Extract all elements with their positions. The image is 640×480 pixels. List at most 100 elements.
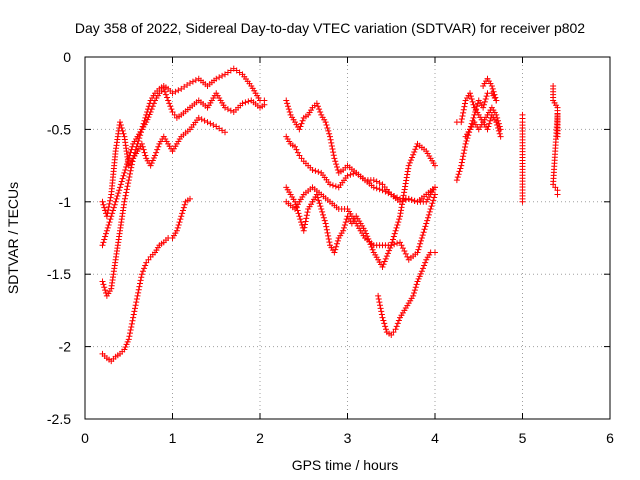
track-5-point bbox=[283, 97, 290, 104]
track-8-point bbox=[388, 242, 395, 249]
track-3-point bbox=[198, 116, 205, 123]
track-2-point bbox=[127, 149, 134, 156]
track-7-point bbox=[365, 235, 372, 242]
track-8-point bbox=[418, 237, 424, 244]
track-7-point bbox=[405, 162, 412, 169]
track-8-point bbox=[420, 229, 427, 236]
track-6-point bbox=[292, 143, 298, 150]
track-8-point bbox=[417, 240, 424, 247]
track-3-point bbox=[101, 284, 108, 291]
track-8-point bbox=[398, 242, 405, 249]
track-2-point bbox=[110, 207, 116, 214]
track-9-point bbox=[377, 305, 384, 312]
track-7-point bbox=[403, 177, 410, 184]
track-8-point bbox=[425, 214, 431, 221]
track-4-point bbox=[137, 280, 143, 287]
track-1-point bbox=[99, 198, 106, 205]
track-11-point bbox=[459, 112, 466, 119]
x-tick-label: 6 bbox=[606, 430, 614, 446]
track-5-point bbox=[327, 136, 334, 143]
track-9-point bbox=[382, 323, 389, 330]
track-7-point bbox=[394, 221, 401, 228]
track-7-point bbox=[323, 223, 330, 230]
track-4-point bbox=[138, 274, 145, 281]
track-3-point bbox=[149, 157, 156, 164]
track-3-point bbox=[123, 186, 130, 193]
track-13-point bbox=[493, 97, 500, 104]
track-7-point bbox=[404, 171, 411, 178]
track-7-point bbox=[386, 247, 393, 254]
track-7-point bbox=[331, 249, 338, 256]
track-3-point bbox=[153, 149, 160, 156]
track-6-point bbox=[312, 167, 319, 174]
track-7-point bbox=[302, 218, 309, 225]
track-8-point bbox=[404, 253, 411, 260]
track-3-point bbox=[204, 119, 211, 126]
track-7-point bbox=[411, 149, 418, 156]
track-3-point bbox=[195, 114, 202, 121]
x-tick-label: 5 bbox=[519, 430, 527, 446]
track-8-point bbox=[394, 240, 401, 247]
track-7-point bbox=[399, 201, 406, 208]
track-2-point bbox=[164, 94, 171, 101]
track-11-point bbox=[467, 90, 473, 97]
track-9-point bbox=[410, 292, 417, 299]
track-7-point bbox=[303, 212, 310, 219]
track-2-point bbox=[120, 172, 127, 179]
track-4-point bbox=[187, 195, 193, 202]
track-5-point bbox=[376, 186, 383, 193]
track-9-point bbox=[393, 323, 400, 330]
track-7-point bbox=[412, 146, 419, 153]
track-7-point bbox=[303, 215, 310, 222]
track-7-point bbox=[404, 168, 411, 175]
x-tick-label: 4 bbox=[431, 430, 439, 446]
track-2-point bbox=[106, 219, 113, 226]
track-10-point bbox=[459, 156, 466, 163]
track-2-point bbox=[160, 85, 167, 92]
track-2-point bbox=[144, 116, 151, 123]
track-4-point bbox=[180, 204, 187, 211]
track-7-point bbox=[401, 186, 408, 193]
track-7-point bbox=[382, 255, 389, 262]
track-6-point bbox=[411, 197, 418, 204]
track-7-point bbox=[322, 220, 329, 227]
track-2-point bbox=[101, 236, 108, 243]
track-14-point bbox=[519, 198, 526, 205]
track-10-point bbox=[456, 168, 463, 175]
track-2-point bbox=[261, 101, 268, 108]
track-5-point bbox=[373, 185, 380, 192]
track-2-point bbox=[239, 100, 246, 107]
track-2-point bbox=[165, 97, 172, 104]
track-10-point bbox=[481, 98, 488, 105]
track-7-point bbox=[407, 157, 414, 164]
track-4-point bbox=[121, 346, 128, 353]
track-3-point bbox=[122, 192, 129, 199]
x-tick-label: 3 bbox=[344, 430, 352, 446]
track-5-point bbox=[322, 119, 329, 126]
track-2-point bbox=[113, 195, 120, 202]
track-9-point bbox=[378, 308, 385, 315]
track-9-point bbox=[415, 275, 422, 282]
track-4-point bbox=[138, 271, 145, 278]
track-7-point bbox=[380, 261, 387, 268]
track-10-point bbox=[457, 165, 464, 172]
track-6-point bbox=[332, 183, 339, 190]
track-1-point bbox=[213, 75, 220, 82]
track-7-point bbox=[367, 241, 374, 248]
track-11-point bbox=[458, 116, 465, 123]
track-7-point bbox=[393, 224, 400, 231]
track-7-point bbox=[324, 229, 331, 236]
track-13-point bbox=[488, 82, 495, 89]
track-3-point bbox=[102, 287, 109, 294]
track-2-point bbox=[99, 242, 106, 249]
track-5-point bbox=[284, 100, 291, 107]
track-2-point bbox=[146, 111, 153, 118]
track-2-point bbox=[222, 104, 228, 111]
track-15-point bbox=[554, 191, 561, 198]
track-3-point bbox=[140, 146, 147, 153]
track-8-point bbox=[429, 200, 436, 207]
track-7-point bbox=[399, 198, 406, 205]
track-2-point bbox=[150, 100, 157, 107]
track-2-point bbox=[118, 178, 125, 185]
track-2-point bbox=[112, 198, 119, 205]
